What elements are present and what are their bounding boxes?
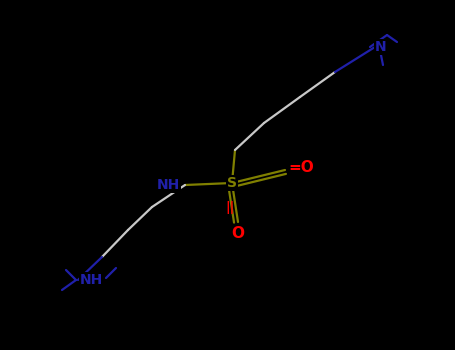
Text: N: N [375, 40, 387, 54]
Text: =O: =O [288, 161, 314, 175]
Text: ||: || [225, 201, 235, 214]
Text: S: S [227, 176, 237, 190]
Text: O: O [232, 226, 244, 241]
Text: NH: NH [157, 178, 180, 192]
Text: NH: NH [80, 273, 103, 287]
